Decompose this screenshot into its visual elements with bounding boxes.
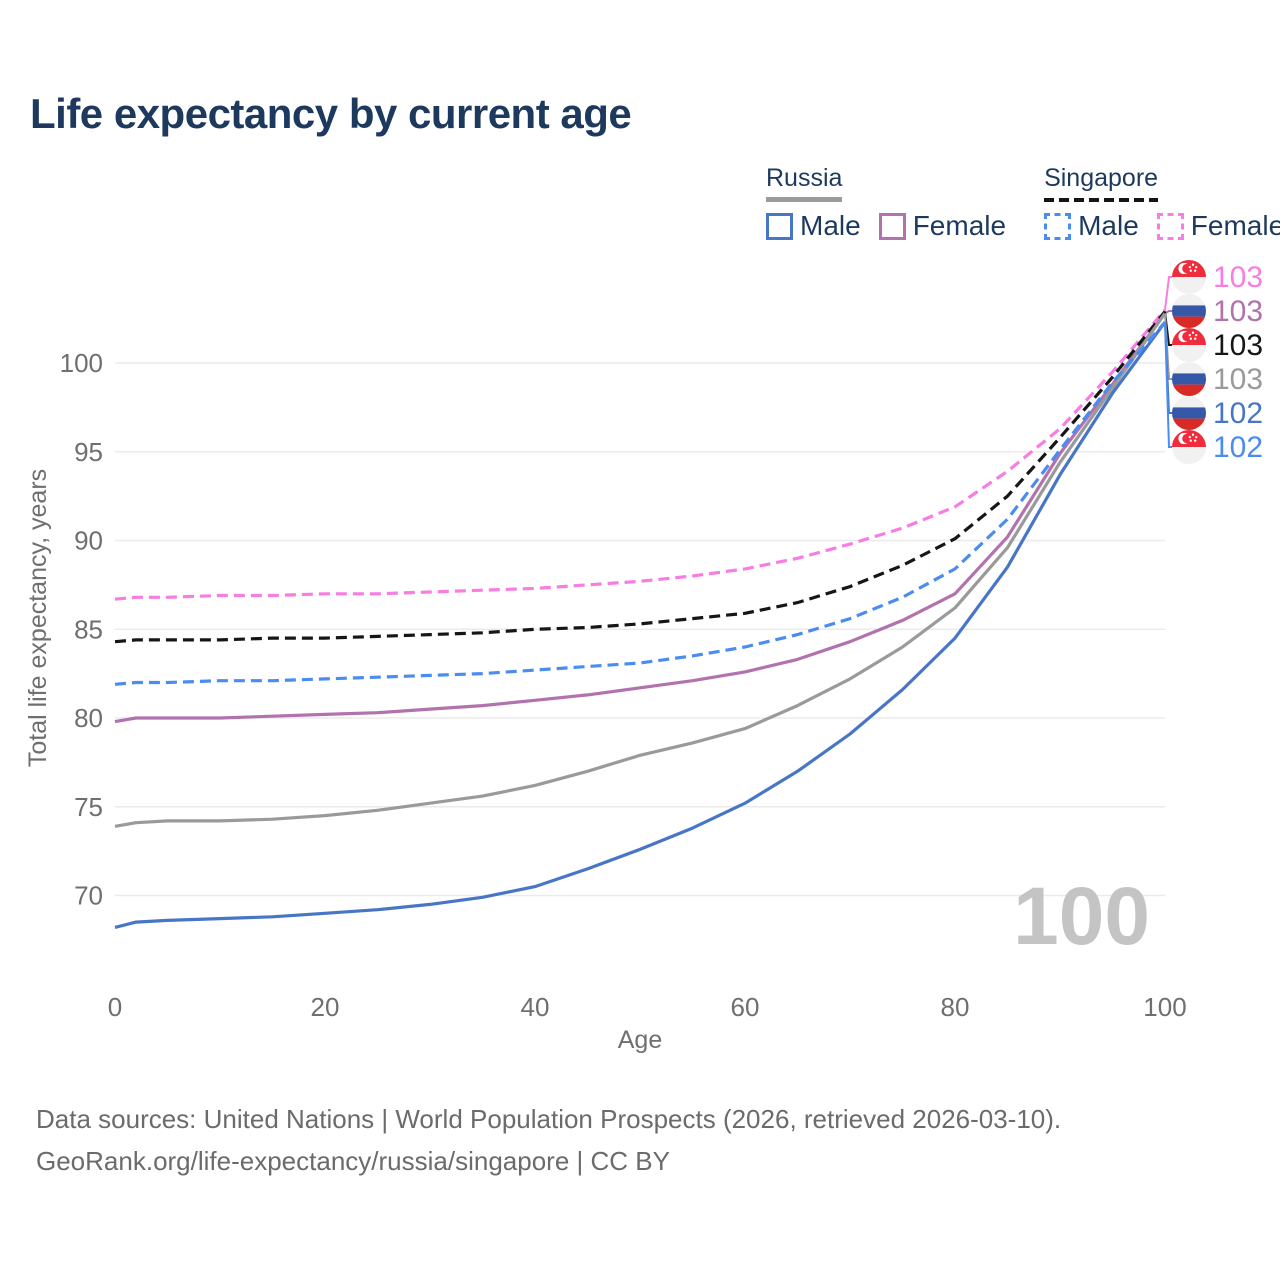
y-axis-tick-95: 95	[74, 437, 103, 467]
russia-male-swatch-icon	[766, 212, 793, 240]
end-label-connector-singapore-male	[1164, 322, 1173, 448]
legend-item-russia-male-label: Male	[800, 210, 861, 241]
russia-flag-icon	[1172, 362, 1206, 396]
end-value-label-singapore-male: 102	[1213, 431, 1263, 464]
end-value-label-singapore-total: 103	[1213, 329, 1263, 362]
end-label-connector-singapore-female	[1164, 276, 1173, 310]
legend-country-russia-label: Russia	[766, 164, 843, 192]
russia-flag-icon	[1172, 396, 1206, 430]
legend-item-singapore-female[interactable]: Female	[1156, 210, 1280, 242]
y-axis-tick-75: 75	[74, 792, 103, 822]
end-label-connector-russia-female	[1164, 310, 1173, 315]
legend: Russia Male Female Singapore Mal	[766, 164, 1280, 242]
legend-items-singapore: Male Female	[1044, 210, 1280, 242]
legend-country-singapore-label: Singapore	[1044, 164, 1159, 192]
legend-items-russia: Male Female	[766, 210, 1006, 242]
series-line-singapore-female[interactable]	[114, 308, 1167, 601]
series-line-russia-female[interactable]	[114, 312, 1167, 724]
singapore-female-swatch-icon	[1156, 212, 1184, 240]
singapore-flag-icon	[1172, 430, 1206, 464]
x-axis-tick-80: 80	[941, 992, 970, 1022]
data-source-footer: Data sources: United Nations | World Pop…	[36, 1098, 1061, 1182]
x-axis-tick-40: 40	[521, 992, 550, 1022]
end-value-label-russia-total: 103	[1213, 363, 1263, 396]
series-line-russia-male[interactable]	[114, 321, 1167, 929]
legend-group-russia: Russia Male Female	[766, 164, 1006, 242]
singapore-flag-icon	[1172, 328, 1206, 362]
end-value-label-russia-male: 102	[1213, 397, 1263, 430]
russia-female-swatch-icon	[878, 212, 906, 240]
page-title: Life expectancy by current age	[30, 90, 632, 137]
life-expectancy-line-chart: 70 75 80 85 90 95 100 0 20 40 60 80 100 Age Total life…	[24, 260, 1263, 1054]
legend-country-singapore[interactable]: Singapore	[1044, 164, 1158, 202]
x-axis-tick-20: 20	[311, 992, 340, 1022]
legend-item-singapore-male[interactable]: Male	[1044, 210, 1139, 242]
legend-country-russia[interactable]: Russia	[766, 164, 842, 202]
y-axis-tick-85: 85	[74, 614, 103, 644]
end-value-label-russia-female: 103	[1213, 295, 1263, 328]
x-axis-title: Age	[618, 1026, 662, 1054]
russia-flag-icon	[1172, 294, 1206, 328]
legend-item-singapore-male-label: Male	[1078, 210, 1139, 241]
singapore-flag-icon	[1172, 260, 1206, 294]
series-line-russia-total[interactable]	[114, 312, 1167, 828]
y-axis-tick-80: 80	[74, 703, 103, 733]
y-axis-tick-100: 100	[60, 348, 103, 378]
y-axis-tick-70: 70	[74, 881, 103, 911]
x-axis-tick-100: 100	[1143, 992, 1186, 1022]
x-axis-tick-60: 60	[731, 992, 760, 1022]
legend-group-singapore: Singapore Male Female	[1044, 164, 1280, 242]
y-axis-tick-90: 90	[74, 526, 103, 556]
age-watermark: 100	[1013, 871, 1150, 962]
legend-item-russia-female[interactable]: Female	[878, 210, 1007, 242]
series-line-singapore-male[interactable]	[114, 321, 1167, 686]
footer-line-1: Data sources: United Nations | World Pop…	[36, 1104, 1062, 1134]
end-value-label-singapore-female: 103	[1213, 261, 1263, 294]
footer-line-2: GeoRank.org/life-expectancy/russia/singa…	[36, 1146, 670, 1176]
x-axis-tick-0: 0	[108, 992, 122, 1022]
singapore-male-swatch-icon	[1044, 212, 1072, 240]
legend-item-russia-male[interactable]: Male	[766, 210, 861, 242]
legend-item-singapore-female-label: Female	[1190, 210, 1280, 241]
legend-item-russia-female-label: Female	[912, 210, 1007, 241]
y-axis-title: Total life expectancy, years	[24, 469, 52, 767]
series-line-singapore-total[interactable]	[114, 310, 1167, 644]
